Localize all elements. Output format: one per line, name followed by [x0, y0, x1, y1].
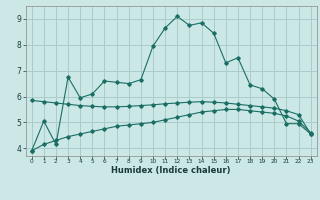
X-axis label: Humidex (Indice chaleur): Humidex (Indice chaleur): [111, 166, 231, 175]
